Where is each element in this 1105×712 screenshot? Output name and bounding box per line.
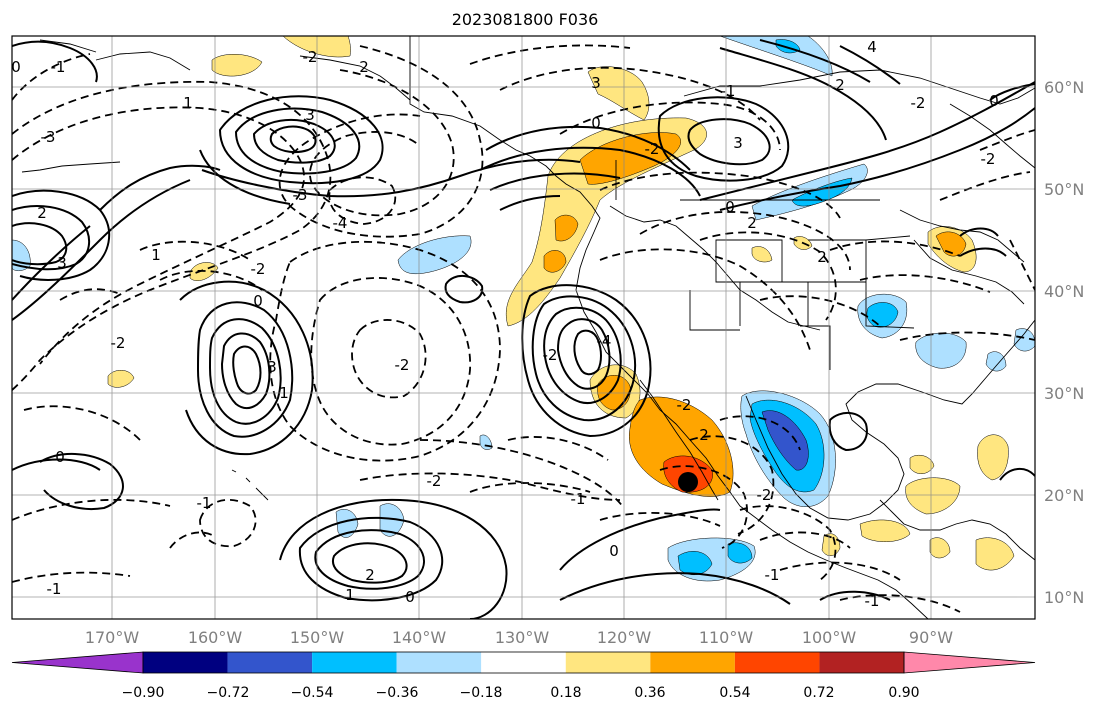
contour-label: 3 [57, 254, 67, 272]
contour-label: 2 [365, 566, 375, 584]
contour-label: 1 [183, 94, 193, 112]
colorbar-tick: −0.36 [376, 685, 419, 701]
contour-label: 2 [835, 76, 845, 94]
colorbar-tick: −0.90 [122, 685, 165, 701]
colorbar-tick: 0.90 [888, 685, 919, 701]
contour-label: -1 [47, 580, 62, 598]
contour-label: -1 [721, 82, 736, 100]
colorbar-tick: −0.18 [460, 685, 503, 701]
colorbar-segment [650, 652, 735, 673]
lon-label: 120°W [597, 628, 652, 647]
lon-label: 100°W [802, 628, 857, 647]
colorbar-extend-low [11, 651, 144, 674]
contour-label: -1 [865, 592, 880, 610]
colorbar-tick: 0.72 [803, 685, 834, 701]
colorbar: −0.90 −0.72 −0.54 −0.36 −0.18 0.18 0.36 … [11, 651, 1036, 701]
colorbar-segment [819, 652, 904, 673]
contour-label: -2 [303, 48, 318, 66]
lat-label: 20°N [1044, 486, 1084, 505]
contour-label: -4 [597, 332, 612, 350]
lon-label: 140°W [392, 628, 447, 647]
lon-label: 150°W [290, 628, 345, 647]
lat-label: 30°N [1044, 384, 1084, 403]
contour-label: -3 [293, 186, 308, 204]
contour-label: -1 [765, 566, 780, 584]
shaded-fields [12, 36, 1035, 582]
contour-label: -2 [251, 260, 266, 278]
contour-label: -2 [757, 486, 772, 504]
contour-label: 3 [305, 106, 315, 124]
contour-label: -2 [543, 346, 558, 364]
colorbar-segment [481, 652, 566, 673]
lon-label: 110°W [699, 628, 754, 647]
storm-center-marker [678, 472, 698, 492]
coastlines [21, 36, 1035, 619]
contour-label: 0 [725, 198, 735, 216]
contour-label: -2 [395, 356, 410, 374]
lat-label: 40°N [1044, 282, 1084, 301]
contour-label: 3 [733, 134, 743, 152]
lon-label: 90°W [909, 628, 953, 647]
colorbar-segment [565, 652, 651, 673]
colorbar-segment [396, 652, 482, 673]
longitude-axis: 170°W 160°W 150°W 140°W 130°W 120°W 110°… [85, 628, 953, 647]
lon-label: 160°W [188, 628, 243, 647]
contour-label: 0 [989, 92, 999, 110]
contour-label: 2 [699, 426, 709, 444]
contour-label: -2 [677, 396, 692, 414]
colorbar-tick: −0.54 [291, 685, 334, 701]
contour-label: 3 [591, 74, 601, 92]
lat-label: 60°N [1044, 78, 1084, 97]
contour-label: 2 [359, 58, 369, 76]
colorbar-ticks: −0.90 −0.72 −0.54 −0.36 −0.18 0.18 0.36 … [122, 685, 920, 701]
colorbar-tick: 0.36 [634, 685, 665, 701]
colorbar-segments [11, 651, 1036, 674]
colorbar-tick: 0.54 [719, 685, 750, 701]
contour-label: -3 [41, 128, 56, 146]
colorbar-segment [312, 652, 397, 673]
contour-label: 3 [267, 358, 277, 376]
latitude-axis: 60°N 50°N 40°N 30°N 20°N 10°N [1044, 78, 1084, 607]
lat-label: 50°N [1044, 180, 1084, 199]
contour-label: -1 [51, 58, 66, 76]
colorbar-frame [142, 651, 905, 674]
colorbar-tick: 0.18 [550, 685, 581, 701]
contour-label: -4 [333, 214, 348, 232]
contour-label: 1 [279, 384, 289, 402]
positive-contours [12, 39, 1035, 619]
contour-label: 4 [867, 38, 877, 56]
lon-label: 170°W [85, 628, 140, 647]
contour-label: 2 [37, 204, 47, 222]
graticule [12, 36, 1035, 619]
contour-label: -1 [571, 490, 586, 508]
colorbar-segment [734, 652, 820, 673]
contour-label: 2 [817, 248, 827, 266]
colorbar-extend-high [903, 651, 1036, 674]
contour-label: -1 [197, 494, 212, 512]
contour-label: 0 [55, 448, 65, 466]
contour-label: 2 [747, 214, 757, 232]
map-frame [11, 35, 1036, 620]
colorbar-segment [143, 652, 228, 673]
contour-label: 1 [345, 586, 355, 604]
colorbar-segment [227, 652, 313, 673]
lon-label: 130°W [495, 628, 550, 647]
contour-label: -2 [645, 140, 660, 158]
contour-label: -2 [111, 334, 126, 352]
contour-labels: -2 2 3 -1 3 -2 0 -1 1 -3 -4 2 3 0 -2 0 4… [11, 38, 999, 610]
map-title: 2023081800 F036 [451, 10, 599, 29]
lat-label: 10°N [1044, 588, 1084, 607]
contour-label: -2 [981, 150, 996, 168]
contour-label: 0 [591, 114, 601, 132]
contour-label: 0 [609, 542, 619, 560]
contour-label: -2 [911, 94, 926, 112]
colorbar-tick: −0.72 [207, 685, 250, 701]
contour-label: 1 [151, 246, 161, 264]
contour-label: 0 [253, 292, 263, 310]
contour-label: 0 [11, 58, 21, 76]
contour-label: -2 [427, 472, 442, 490]
contour-label: 0 [405, 588, 415, 606]
